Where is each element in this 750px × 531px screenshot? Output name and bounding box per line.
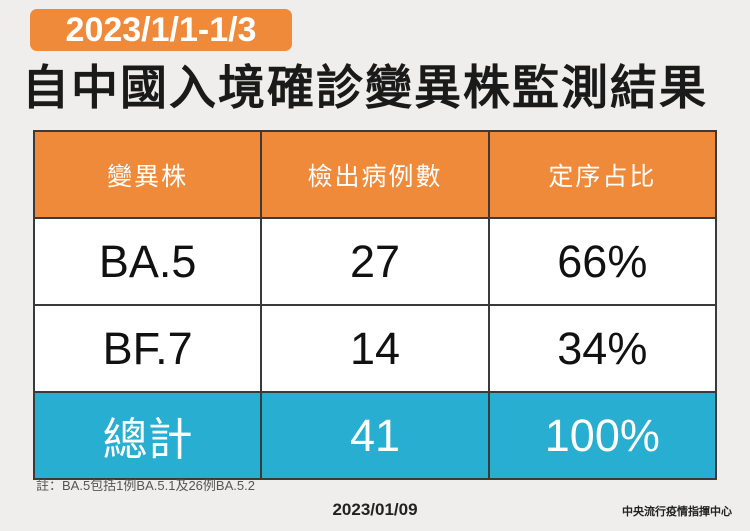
results-table: 變異株 檢出病例數 定序占比 BA.5 27 66% BF.7 14 34% 總計 41 100% <box>32 130 718 480</box>
table-row: BA.5 27 66% <box>32 217 718 306</box>
column-header: 定序占比 <box>487 130 718 219</box>
total-row: 總計 41 100% <box>32 391 718 480</box>
table-row: BF.7 14 34% <box>32 304 718 393</box>
title: 自中國入境確診變異株監測結果 <box>22 61 708 114</box>
table-cell: 27 <box>260 217 490 306</box>
total-cell: 41 <box>260 391 490 480</box>
table-cell: 14 <box>260 304 490 393</box>
table-cell: BF.7 <box>32 304 263 393</box>
publish-date: 2023/01/09 <box>332 500 418 519</box>
column-header: 變異株 <box>32 130 263 219</box>
table-cell: 66% <box>487 217 718 306</box>
total-cell: 總計 <box>32 391 263 480</box>
date-range-tag: 2023/1/1-1/3 <box>30 9 292 51</box>
source: 中央流行疫情指揮中心 <box>622 506 732 518</box>
footnote: 註：BA.5包括1例BA.5.1及26例BA.5.2 <box>36 478 255 493</box>
table-cell: 34% <box>487 304 718 393</box>
table-cell: BA.5 <box>32 217 263 306</box>
header-row: 變異株 檢出病例數 定序占比 <box>32 130 718 219</box>
total-cell: 100% <box>487 391 718 480</box>
column-header: 檢出病例數 <box>260 130 490 219</box>
